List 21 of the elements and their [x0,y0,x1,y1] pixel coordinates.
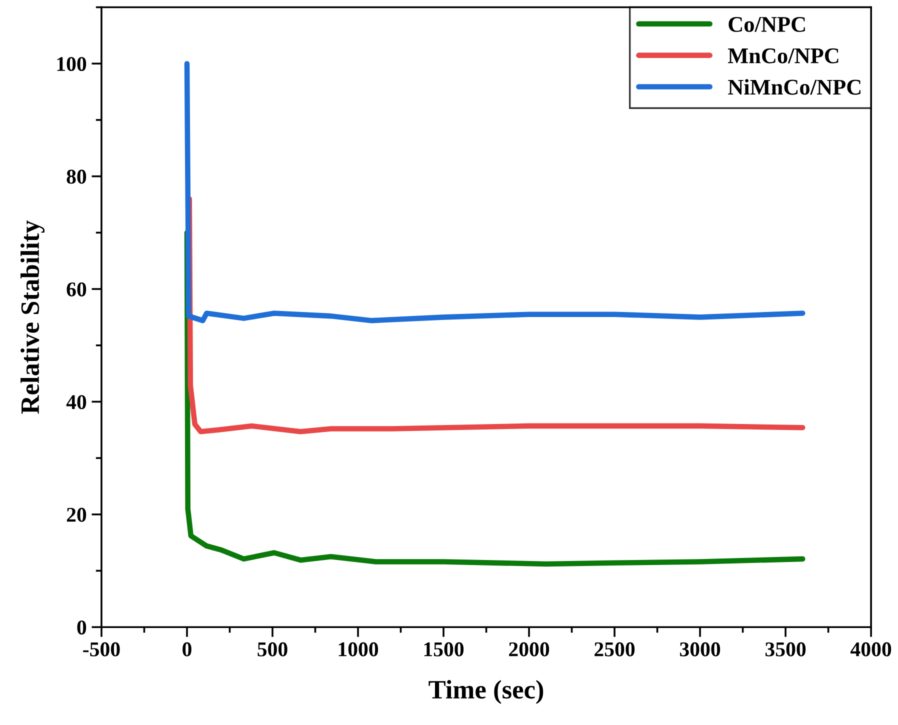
y-tick-label: 100 [57,56,86,72]
x-tick-label: 3500 [766,642,806,656]
y-axis-title: Relative Stability [20,220,45,414]
x-axis-title: Time (sec) [428,680,544,704]
x-tick-label: 1000 [338,642,378,656]
y-tick-label: 0 [77,620,86,635]
x-tick-label: 3000 [680,642,720,656]
x-tick-label: -500 [83,642,120,656]
y-tick-label: 80 [66,170,86,184]
y-tick-label: 20 [66,508,86,522]
x-tick-label: 4000 [850,642,892,656]
y-tick-label: 40 [66,395,86,410]
legend-label: MnCo/NPC [728,48,838,64]
x-tick-label: 0 [182,642,192,656]
x-tick-label: 1500 [424,642,464,656]
legend-label: NiMnCo/NPC [728,79,860,95]
x-tick-label: 2000 [509,642,550,656]
y-tick-label: 60 [66,282,86,296]
x-tick-label: 2500 [594,642,635,656]
legend-label: Co/NPC [728,16,805,32]
x-tick-label: 500 [258,642,288,656]
